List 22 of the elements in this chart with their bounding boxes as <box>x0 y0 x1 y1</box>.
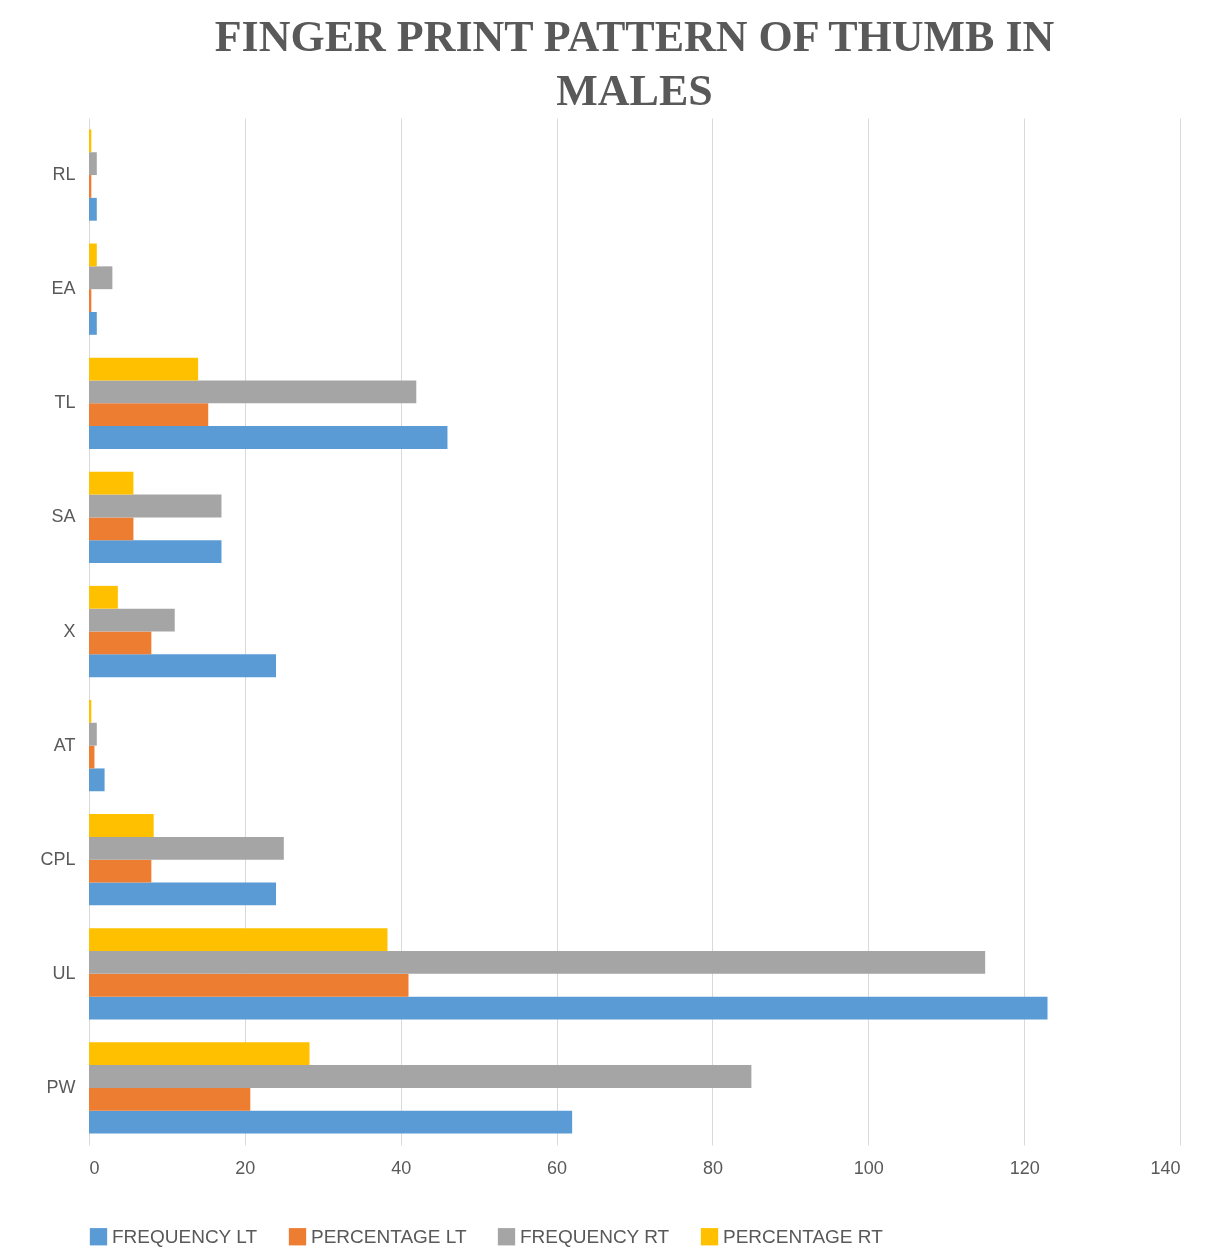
chart-title: FINGER PRINT PATTERN OF THUMB IN MALES <box>214 12 1055 115</box>
y-tick-label: UL <box>52 962 76 983</box>
y-tick-label: TL <box>54 392 76 413</box>
x-tick-label: 0 <box>89 1157 100 1178</box>
x-tick-label: 140 <box>1150 1157 1181 1178</box>
legend-label: FREQUENCY RT <box>520 1225 670 1247</box>
y-tick-label: AT <box>53 734 76 755</box>
y-tick-label: RL <box>52 164 76 185</box>
legend-label: FREQUENCY LT <box>112 1225 258 1247</box>
legend-label: PERCENTAGE LT <box>311 1225 467 1247</box>
x-tick-label: 80 <box>702 1157 723 1178</box>
x-tick-label: 120 <box>1009 1157 1040 1178</box>
x-tick-label: 100 <box>853 1157 884 1178</box>
legend-label: PERCENTAGE RT <box>723 1225 884 1247</box>
y-tick-label: X <box>63 620 76 641</box>
y-tick-label: PW <box>46 1076 76 1097</box>
y-tick-label: SA <box>51 506 76 527</box>
y-tick-label: CPL <box>40 848 76 869</box>
x-tick-label: 40 <box>391 1157 412 1178</box>
x-tick-label: 20 <box>235 1157 256 1178</box>
x-tick-label: 60 <box>547 1157 568 1178</box>
y-tick-label: EA <box>51 278 76 299</box>
